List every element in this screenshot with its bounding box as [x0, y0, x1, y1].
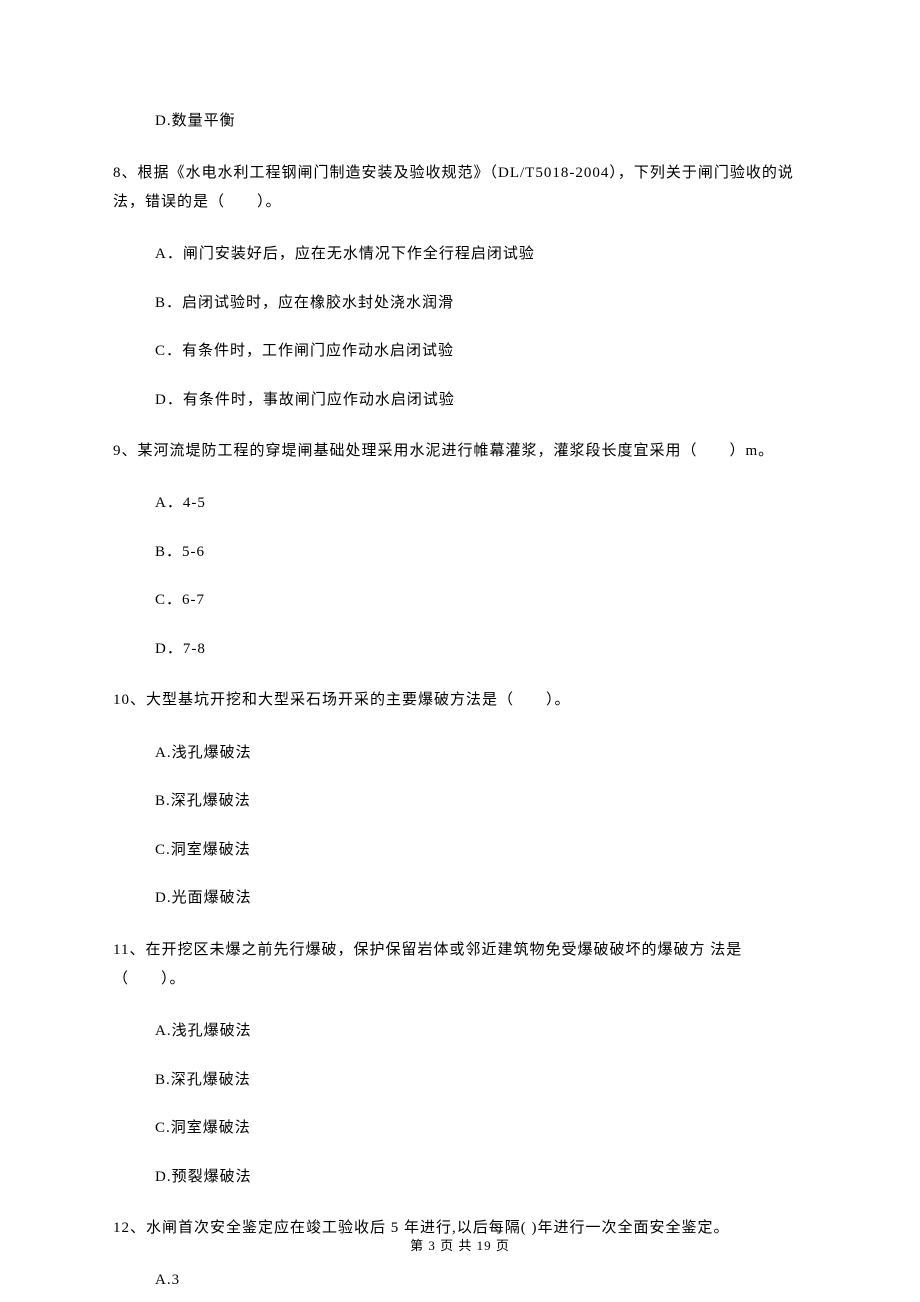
q8-option-c: C．有条件时，工作闸门应作动水启闭试验 [113, 340, 807, 363]
q9-option-b: B．5-6 [113, 541, 807, 564]
q7-option-d: D.数量平衡 [113, 110, 807, 133]
q10-option-c: C.洞室爆破法 [113, 839, 807, 862]
q9-option-c: C．6-7 [113, 589, 807, 612]
q8-option-a: A．闸门安装好后，应在无水情况下作全行程启闭试验 [113, 243, 807, 266]
q8-option-d: D．有条件时，事故闸门应作动水启闭试验 [113, 389, 807, 412]
q11-option-b: B.深孔爆破法 [113, 1069, 807, 1092]
q11-text: 11、在开挖区未爆之前先行爆破，保护保留岩体或邻近建筑物免受爆破破坏的爆破方 法… [113, 936, 807, 995]
q8-text: 8、根据《水电水利工程钢闸门制造安装及验收规范》（DL/T5018-2004），… [113, 159, 807, 218]
q8-option-b: B．启闭试验时，应在橡胶水封处浇水润滑 [113, 292, 807, 315]
q9-option-a: A．4-5 [113, 492, 807, 515]
q9-option-d: D．7-8 [113, 638, 807, 661]
q11-option-a: A.浅孔爆破法 [113, 1020, 807, 1043]
q10-option-a: A.浅孔爆破法 [113, 742, 807, 765]
q12-option-a: A.3 [113, 1269, 807, 1292]
page-footer: 第 3 页 共 19 页 [0, 1235, 920, 1254]
q9-text: 9、某河流堤防工程的穿堤闸基础处理采用水泥进行帷幕灌浆，灌浆段长度宜采用（ ）m… [113, 437, 807, 466]
q11-option-c: C.洞室爆破法 [113, 1117, 807, 1140]
q10-option-d: D.光面爆破法 [113, 887, 807, 910]
q11-option-d: D.预裂爆破法 [113, 1166, 807, 1189]
q10-option-b: B.深孔爆破法 [113, 790, 807, 813]
q10-text: 10、大型基坑开挖和大型采石场开采的主要爆破方法是（ ）。 [113, 686, 807, 715]
